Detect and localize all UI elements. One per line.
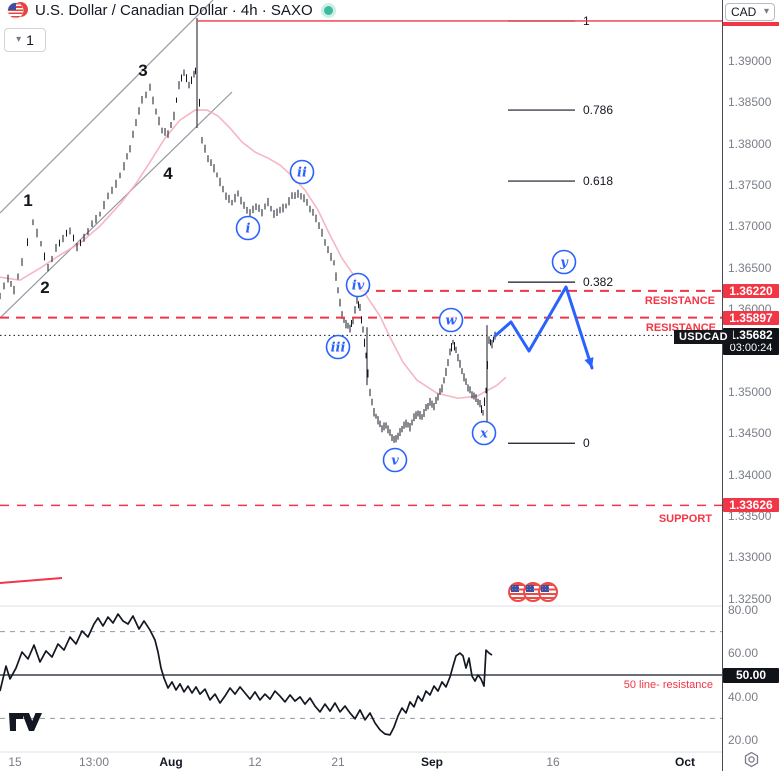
- wave-number-label: 2: [40, 278, 49, 297]
- price-tick-label: 1.34500: [728, 426, 772, 441]
- wave-letter-label: iv: [352, 279, 365, 294]
- rsi-tick-label: 80.00: [728, 602, 759, 617]
- price-axis[interactable]: CAD ▾ 1.39000 1.38500 1.38000 1.37500 1.3700…: [722, 0, 779, 771]
- wave-circle: [471, 420, 497, 446]
- projection-arrowhead: [584, 357, 594, 368]
- projection-path: [493, 285, 594, 370]
- rsi-50-badge: 50.00: [723, 667, 779, 683]
- price-tick-label: 1.32500: [728, 591, 772, 606]
- time-axis-label[interactable]: 13:00: [78, 755, 110, 769]
- fib-level-label: 0.618: [583, 174, 613, 188]
- price-tick-label: 1.36500: [728, 260, 772, 275]
- price-alert-badge: 1.36220: [723, 283, 779, 298]
- pane-settings[interactable]: [743, 751, 760, 771]
- fib-level-label: 0.382: [583, 275, 613, 289]
- rsi-tick-label: 20.00: [728, 733, 759, 748]
- wave-circle: [438, 307, 464, 333]
- price-tick-label: 1.38000: [728, 136, 772, 151]
- wave-circle: [235, 215, 261, 241]
- wave-letter-label: ii: [297, 166, 307, 181]
- wave-circle: [325, 334, 351, 360]
- wave-letter-label: i: [246, 222, 251, 237]
- wave-number-label: 1: [23, 191, 32, 210]
- price-tick-label: 1.33500: [728, 508, 772, 523]
- wave-circle: [289, 159, 315, 185]
- price-tick-label: 1.34000: [728, 467, 772, 482]
- market-status-icon[interactable]: [323, 6, 333, 15]
- fib-level-label: 0.786: [583, 103, 613, 117]
- price-tick-label: 1.37000: [728, 219, 772, 234]
- chart-header: U.S. Dollar / Canadian Dollar · 4h · SAX…: [8, 2, 333, 19]
- price-tick-label: 1.38500: [728, 95, 772, 110]
- time-axis-label[interactable]: 12: [248, 755, 262, 769]
- wave-circle: [551, 249, 577, 275]
- ema-line: [0, 109, 507, 400]
- currency-label: CAD: [731, 5, 757, 19]
- wave-circle: [345, 272, 371, 298]
- price-alert-badge: 1.35897: [723, 310, 779, 325]
- time-axis-label[interactable]: 21: [331, 755, 345, 769]
- time-axis-label[interactable]: Aug: [159, 755, 183, 769]
- tradingview-logo-icon[interactable]: [8, 711, 42, 733]
- interval-button[interactable]: ▾ 1: [4, 28, 46, 52]
- red-trendline: [0, 577, 63, 584]
- wave-letter-label: iii: [331, 341, 346, 356]
- currency-button[interactable]: CAD ▾: [725, 3, 775, 21]
- us-flag-watermark-icon: [538, 582, 558, 602]
- price-tick-label: 1.39000: [728, 54, 772, 68]
- wave-circle: [382, 447, 408, 473]
- rsi-tick-label: 60.00: [728, 646, 759, 661]
- time-axis-label[interactable]: 15: [8, 755, 22, 769]
- wave-letter-label: x: [479, 427, 488, 442]
- symbol-watermark-badge: USDCAD: [674, 330, 733, 344]
- chevron-down-icon: ▾: [763, 6, 769, 17]
- trend-channel-line: [0, 0, 214, 214]
- price-tick-label: 1.33000: [728, 550, 772, 565]
- support-label[interactable]: SUPPORT: [658, 513, 712, 525]
- resistance-label-1[interactable]: RESISTANCE: [644, 295, 715, 307]
- rsi-line: [0, 613, 493, 736]
- time-axis-label[interactable]: Sep: [420, 755, 444, 769]
- chevron-down-icon: ▾: [16, 34, 22, 45]
- fib-level-label: 0: [583, 436, 590, 450]
- time-axis-label[interactable]: Oct: [674, 755, 696, 769]
- wave-number-label: 4: [163, 164, 173, 183]
- rsi-note-label[interactable]: 50 line- resistance: [623, 679, 713, 691]
- price-alert-badge: 1.33626: [723, 498, 779, 513]
- bar-countdown: 03:00:24: [729, 342, 773, 355]
- time-axis-label[interactable]: 16: [546, 755, 560, 769]
- price-tick-label: 1.35000: [728, 384, 772, 399]
- wave-letter-label: y: [559, 256, 569, 271]
- trend-channel-line: [0, 91, 233, 319]
- wave-number-label: 3: [138, 61, 147, 80]
- current-price: 1.35682: [729, 328, 773, 343]
- price-tick-label: 1.37500: [728, 178, 772, 193]
- rsi-tick-label: 40.00: [728, 689, 759, 704]
- wave-letter-label: w: [445, 314, 457, 329]
- interval-label: 1: [26, 32, 34, 48]
- gear-icon[interactable]: [743, 751, 760, 768]
- usdcad-flag-icon: [8, 2, 28, 19]
- symbol-title[interactable]: U.S. Dollar / Canadian Dollar · 4h · SAX…: [35, 2, 313, 19]
- fib-level-axis-marker: [723, 22, 779, 26]
- wave-letter-label: v: [391, 454, 399, 469]
